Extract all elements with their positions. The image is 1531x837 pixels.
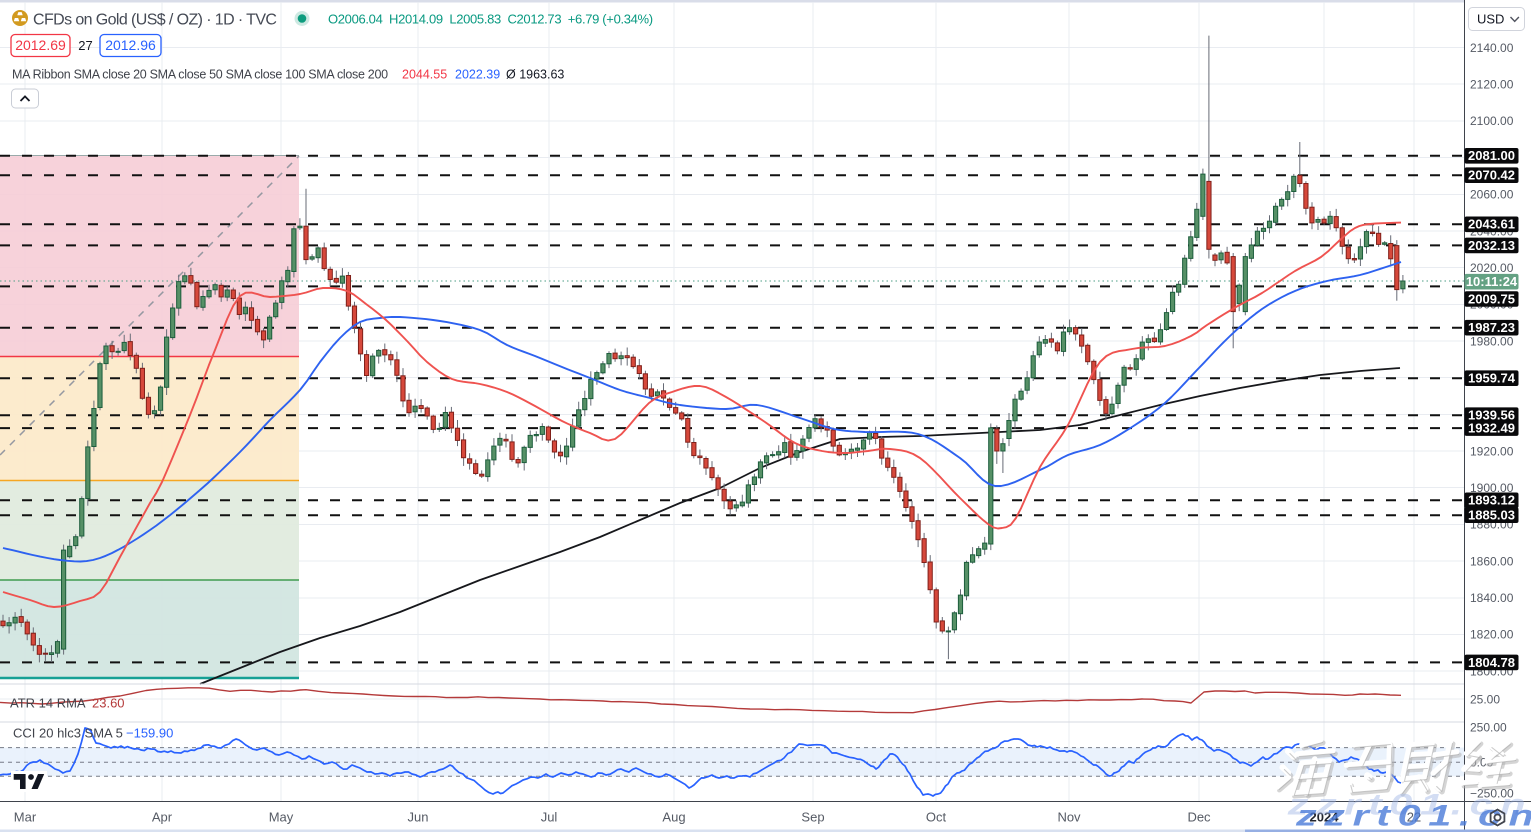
svg-text:1893.12: 1893.12 xyxy=(1468,493,1515,508)
svg-text:2020.00: 2020.00 xyxy=(1470,261,1514,275)
svg-text:2081.00: 2081.00 xyxy=(1468,148,1515,163)
svg-text:2024: 2024 xyxy=(1310,810,1340,825)
svg-text:1939.56: 1939.56 xyxy=(1468,408,1515,423)
svg-text:2100.00: 2100.00 xyxy=(1470,114,1514,128)
svg-text:Ø 1963.63: Ø 1963.63 xyxy=(506,68,564,82)
svg-text:Dec: Dec xyxy=(1187,810,1211,825)
svg-text:1987.23: 1987.23 xyxy=(1468,320,1515,335)
svg-text:May: May xyxy=(269,810,294,825)
svg-text:2012.69: 2012.69 xyxy=(15,37,66,53)
svg-text:1840.00: 1840.00 xyxy=(1470,591,1514,605)
svg-text:Nov: Nov xyxy=(1057,810,1081,825)
svg-text:MA Ribbon SMA close 20 SMA clo: MA Ribbon SMA close 20 SMA close 50 SMA … xyxy=(12,68,388,82)
svg-text:Jul: Jul xyxy=(541,810,558,825)
svg-text:10:11:24: 10:11:24 xyxy=(1466,274,1518,289)
svg-text:Jun: Jun xyxy=(408,810,429,825)
svg-text:1980.00: 1980.00 xyxy=(1470,334,1514,348)
svg-text:2120.00: 2120.00 xyxy=(1470,78,1514,92)
svg-text:USD: USD xyxy=(1477,12,1504,27)
svg-text:25.00: 25.00 xyxy=(1470,692,1500,706)
svg-text:2060.00: 2060.00 xyxy=(1470,188,1514,202)
svg-text:2012.96: 2012.96 xyxy=(105,37,156,53)
svg-text:O2006.04 H2014.09 L2005.83: O2006.04 H2014.09 L2005.83 C2012.73 +6.7… xyxy=(328,12,653,27)
svg-text:23.60: 23.60 xyxy=(92,696,125,711)
svg-text:Aug: Aug xyxy=(662,810,685,825)
svg-text:2043.61: 2043.61 xyxy=(1468,217,1515,232)
svg-text:CCI 20 hlc3 SMA 5: CCI 20 hlc3 SMA 5 xyxy=(13,726,123,741)
svg-text:2009.75: 2009.75 xyxy=(1468,291,1515,306)
svg-text:1920.00: 1920.00 xyxy=(1470,444,1514,458)
svg-text:Sep: Sep xyxy=(801,810,824,825)
svg-text:Apr: Apr xyxy=(152,810,173,825)
svg-text:ATR 14 RMA: ATR 14 RMA xyxy=(10,696,86,711)
svg-text:zzrt01.cn: zzrt01.cn xyxy=(1295,798,1531,832)
svg-text:1804.78: 1804.78 xyxy=(1468,655,1515,670)
svg-text:2044.55: 2044.55 xyxy=(402,68,447,82)
svg-text:zzrt01.cn: zzrt01.cn xyxy=(1287,787,1531,821)
svg-text:1959.74: 1959.74 xyxy=(1468,371,1516,386)
svg-text:CFDs on Gold (US$ / OZ) · 1D ·: CFDs on Gold (US$ / OZ) · 1D · TVC xyxy=(33,12,276,29)
svg-text:27: 27 xyxy=(78,38,92,53)
svg-text:1885.03: 1885.03 xyxy=(1468,508,1515,523)
svg-text:1820.00: 1820.00 xyxy=(1470,628,1514,642)
svg-text:250.00: 250.00 xyxy=(1470,720,1507,734)
svg-text:1900.00: 1900.00 xyxy=(1470,481,1514,495)
svg-text:22: 22 xyxy=(1407,810,1421,825)
svg-text:−159.90: −159.90 xyxy=(126,726,173,741)
svg-text:Oct: Oct xyxy=(926,810,947,825)
svg-text:1860.00: 1860.00 xyxy=(1470,554,1514,568)
svg-text:2032.13: 2032.13 xyxy=(1468,238,1515,253)
svg-text:Mar: Mar xyxy=(14,810,37,825)
svg-text:2022.39: 2022.39 xyxy=(455,68,500,82)
svg-text:2140.00: 2140.00 xyxy=(1470,41,1514,55)
svg-text:2070.42: 2070.42 xyxy=(1468,168,1515,183)
svg-text:1932.49: 1932.49 xyxy=(1468,421,1515,436)
